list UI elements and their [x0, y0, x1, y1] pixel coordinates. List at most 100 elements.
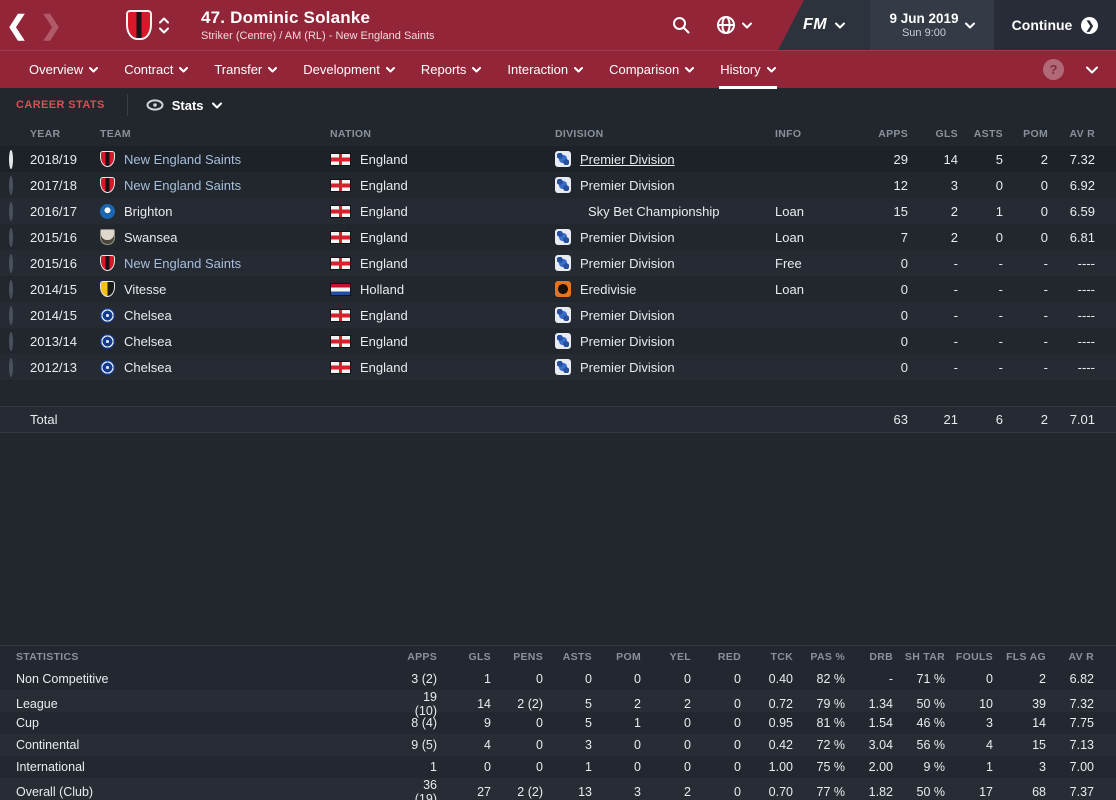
team-name-link[interactable]: New England Saints	[124, 255, 242, 271]
stat-value: 0	[684, 738, 691, 752]
stat-value: 0	[536, 672, 543, 686]
row-radio[interactable]	[0, 253, 30, 273]
statistics-row: League 19 (10) 14 2 (2) 5 2 2 0 0.72 79 % 1.34 50 %…	[0, 690, 1116, 718]
row-radio[interactable]	[0, 357, 30, 377]
stat-value: 17	[979, 785, 993, 799]
chevron-down-icon	[964, 22, 975, 28]
career-row[interactable]: 2014/15 Chelsea England Premier Division 0- -…	[0, 302, 1116, 328]
team-name-link[interactable]: Vitesse	[124, 281, 167, 297]
division-link[interactable]: Premier Division	[580, 177, 675, 193]
tab-reports[interactable]: Reports	[408, 51, 495, 89]
row-radio[interactable]	[0, 305, 30, 325]
club-crest-selector[interactable]	[126, 10, 169, 40]
row-radio[interactable]	[0, 227, 30, 247]
tab-comparison[interactable]: Comparison	[596, 51, 707, 89]
row-radio[interactable]	[0, 331, 30, 351]
apps-cell: 29	[893, 151, 908, 167]
stat-value: 0	[986, 672, 993, 686]
col-pom: POM	[1023, 128, 1048, 140]
division-link[interactable]: Premier Division	[580, 229, 675, 245]
back-button[interactable]: ❮	[6, 9, 28, 40]
team-name-link[interactable]: Swansea	[124, 229, 178, 245]
row-radio[interactable]	[0, 175, 30, 195]
division-link[interactable]: Premier Division	[580, 333, 675, 349]
stat-value: 1.34	[868, 697, 893, 711]
row-radio[interactable]	[0, 201, 30, 221]
row-radio[interactable]	[0, 149, 30, 169]
tab-interaction[interactable]: Interaction	[494, 51, 596, 89]
career-row[interactable]: 2015/16 New England Saints England Premier …	[0, 250, 1116, 276]
forward-button[interactable]: ❯	[40, 9, 62, 40]
apps-cell: 0	[900, 307, 908, 323]
career-row[interactable]: 2014/15 Vitesse Holland Eredivisie Loan 0- - - -…	[0, 276, 1116, 302]
division-link[interactable]: Premier Division	[580, 359, 675, 375]
tab-contract[interactable]: Contract	[111, 51, 201, 89]
stat-col-9: PAS %	[810, 651, 845, 663]
stat-value: 27	[477, 785, 491, 799]
career-row[interactable]: 2016/17 Brighton England Sky Bet Championsh…	[0, 198, 1116, 224]
date-widget[interactable]: 9 Jun 2019 Sun 9:00	[870, 0, 994, 50]
stat-value: 13	[578, 785, 592, 799]
team-name-link[interactable]: Chelsea	[124, 333, 172, 349]
stat-value: 1.82	[868, 785, 893, 799]
search-button[interactable]	[672, 16, 690, 34]
division-link[interactable]: Sky Bet Championship	[588, 203, 720, 219]
england-flag-icon	[330, 204, 351, 218]
avr-cell: ----	[1077, 359, 1095, 375]
apps-cell: 0	[900, 333, 908, 349]
stat-row-label: Non Competitive	[16, 672, 109, 686]
radio-icon	[9, 149, 13, 169]
division-link[interactable]: Premier Division	[580, 307, 675, 323]
team-name-link[interactable]: Chelsea	[124, 359, 172, 375]
row-radio[interactable]	[0, 279, 30, 299]
career-row[interactable]: 2015/16 Swansea England Premier Division Loa…	[0, 224, 1116, 250]
tab-overview[interactable]: Overview	[16, 51, 111, 89]
stat-row-label: League	[16, 697, 58, 711]
nation-name: England	[360, 177, 408, 193]
nav-overflow-chevron-icon[interactable]	[1086, 66, 1098, 74]
statistics-row: Overall (Club) 36 (19) 27 2 (2) 13 3 2 0 0.70 77 …	[0, 778, 1116, 800]
division-link[interactable]: Premier Division	[580, 255, 675, 271]
year-cell: 2014/15	[30, 307, 77, 323]
tab-label: Reports	[420, 62, 467, 77]
help-button[interactable]: ?	[1043, 59, 1064, 80]
division-link[interactable]: Eredivisie	[580, 281, 637, 297]
tab-development[interactable]: Development	[290, 51, 408, 89]
tab-label: Overview	[29, 62, 84, 77]
career-row[interactable]: 2017/18 New England Saints England Premier …	[0, 172, 1116, 198]
career-row[interactable]: 2018/19 New England Saints England Premier …	[0, 146, 1116, 172]
stat-value: 1	[986, 760, 993, 774]
apps-cell: 15	[893, 203, 908, 219]
fm-menu-button[interactable]: FM	[778, 0, 870, 50]
career-row[interactable]: 2013/14 Chelsea England Premier Division 0- -…	[0, 328, 1116, 354]
gls-cell: -	[953, 255, 958, 271]
gls-cell: -	[953, 359, 958, 375]
division-link[interactable]: Premier Division	[580, 151, 675, 167]
continue-button[interactable]: Continue ❯	[994, 0, 1116, 50]
tab-transfer[interactable]: Transfer	[201, 51, 290, 89]
career-row[interactable]: 2012/13 Chelsea England Premier Division 0- -…	[0, 354, 1116, 380]
team-name-link[interactable]: New England Saints	[124, 177, 242, 193]
division-cell: Sky Bet Championship	[555, 204, 775, 219]
premier-division-icon	[555, 307, 571, 323]
championship-division-icon	[555, 206, 579, 217]
team-name-link[interactable]: Brighton	[124, 203, 173, 219]
avr-cell: 7.32	[1069, 151, 1095, 167]
premier-division-icon	[555, 255, 571, 271]
stats-view-dropdown[interactable]: Stats	[146, 98, 222, 113]
stat-col-10: DRB	[869, 651, 893, 663]
total-pom: 2	[1040, 412, 1048, 427]
stat-value: 7.37	[1069, 785, 1094, 799]
world-menu-button[interactable]	[716, 15, 752, 35]
premier-division-icon	[555, 177, 571, 193]
team-name-link[interactable]: New England Saints	[124, 151, 242, 167]
stat-value: 77 %	[816, 785, 846, 799]
team-name-link[interactable]: Chelsea	[124, 307, 172, 323]
england-flag-icon	[330, 230, 351, 244]
stat-col-0: STATISTICS	[16, 651, 79, 663]
tab-history[interactable]: History	[707, 51, 788, 89]
col-gls: GLS	[935, 128, 958, 140]
premier-division-icon	[555, 151, 571, 167]
total-apps: 63	[893, 412, 908, 427]
stat-value: 2 (2)	[517, 697, 543, 711]
